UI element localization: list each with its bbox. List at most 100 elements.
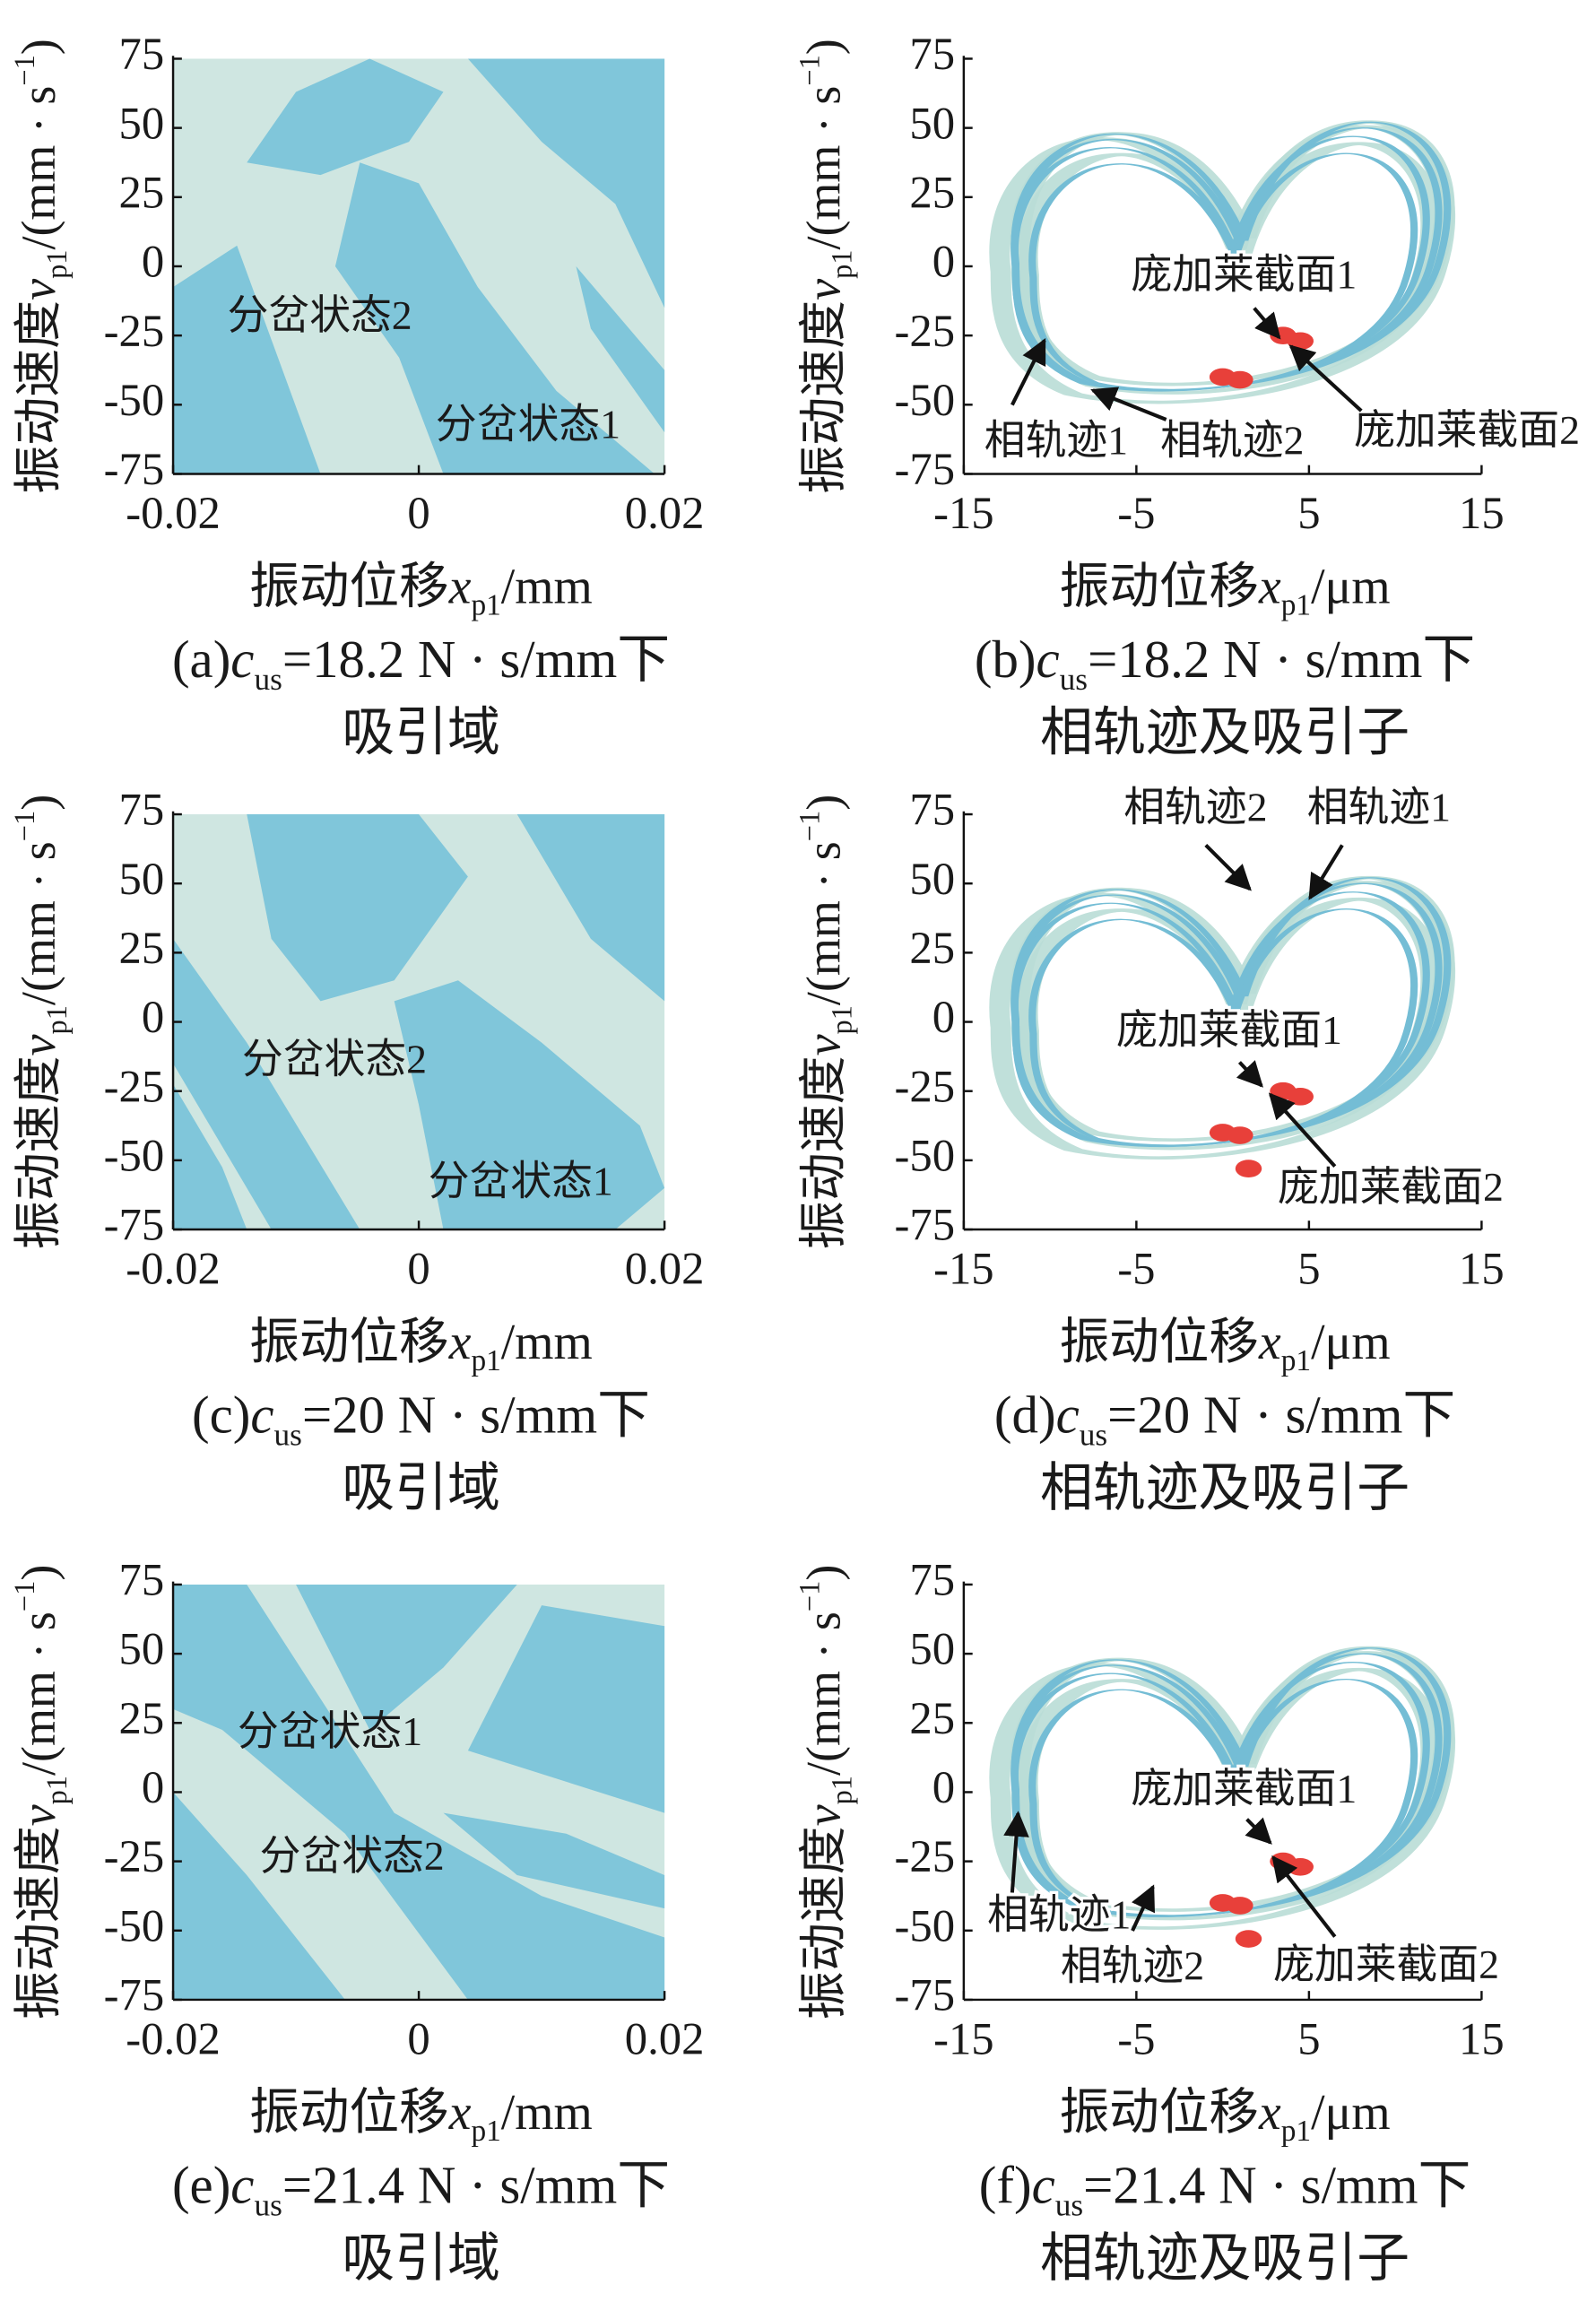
annotation-arrow: [1253, 307, 1281, 340]
x-tick-label: 15: [1459, 488, 1505, 538]
y-axis-label-part: /(mm · s: [12, 86, 65, 250]
y-axis-label: 振动速度vp1/(mm · s−1): [794, 795, 859, 1250]
x-tick-label: -5: [1117, 488, 1155, 538]
caption-part: (b): [975, 630, 1037, 689]
y-axis-label-part: v: [797, 1034, 851, 1055]
caption-part: us: [254, 662, 282, 697]
caption-part: c: [1056, 1386, 1080, 1444]
basin-region: [173, 938, 360, 1230]
basin-region: [173, 1083, 247, 1230]
y-axis-label-part: −1: [794, 55, 827, 85]
caption: (b)cus=18.2 N · s/mm下: [975, 630, 1475, 697]
caption-line2: 吸引域: [342, 1459, 500, 1517]
caption-part: =20 N · s/mm下: [1107, 1386, 1455, 1444]
poincare-point: [1235, 1930, 1262, 1948]
basin-region: [334, 162, 655, 474]
trajectory: [1011, 1647, 1452, 1916]
annotation: 分岔状态1: [429, 1158, 613, 1203]
annotation-arrow: [1245, 1817, 1272, 1845]
y-axis-label-part: v: [12, 279, 65, 300]
x-axis-label-part: /μm: [1311, 559, 1391, 614]
y-axis-label-part: /(mm · s: [797, 841, 851, 1005]
poincare-point: [1227, 1126, 1253, 1144]
trajectory: [1028, 908, 1418, 1146]
x-tick-label: 0.02: [625, 1244, 705, 1294]
y-axis-label-part: −1: [794, 1581, 827, 1611]
y-axis-label-part: p1: [42, 1005, 74, 1034]
x-axis-label-part: /μm: [1311, 2085, 1391, 2141]
y-tick-label: 75: [909, 785, 955, 835]
x-axis-label-part: /mm: [501, 1315, 593, 1370]
y-axis-label-part: p1: [42, 1776, 74, 1804]
trajectory: [1011, 891, 1430, 1148]
y-tick-label: 75: [909, 1555, 955, 1605]
y-axis-label-part: /(mm · s: [12, 1611, 65, 1776]
caption-part: us: [274, 1417, 302, 1452]
caption-part: us: [1055, 2187, 1083, 2222]
annotation: 相轨迹1: [984, 417, 1128, 463]
trajectory: [1011, 135, 1430, 392]
x-axis-label-part: p1: [1281, 1344, 1311, 1377]
x-axis-label: 振动位移xp1/μm: [1060, 559, 1391, 621]
y-tick-label: -50: [894, 375, 955, 425]
panel: [171, 811, 666, 1231]
x-axis-label: 振动位移xp1/μm: [1060, 1315, 1391, 1377]
annotation-arrow: [1090, 387, 1167, 421]
x-axis-label-part: 振动位移: [1060, 559, 1259, 614]
y-axis-label-part: p1: [827, 1005, 859, 1034]
caption-part: (c): [192, 1386, 250, 1444]
annotation: 相轨迹1: [1307, 784, 1451, 830]
y-axis-label-part: p1: [42, 250, 74, 279]
annotation: 相轨迹1: [987, 1891, 1131, 1937]
x-tick-label: -5: [1117, 1244, 1155, 1294]
y-tick-label: -50: [894, 1900, 955, 1950]
caption-line2: 相轨迹及吸引子: [1040, 1459, 1410, 1517]
caption-line2: 相轨迹及吸引子: [1040, 2229, 1410, 2288]
y-axis-label-part: /(mm · s: [797, 86, 851, 250]
y-axis-label-part: ): [797, 39, 851, 55]
caption-part: c: [1037, 630, 1060, 689]
y-tick-label: 75: [119, 29, 165, 79]
annotation: 分岔状态2: [242, 1037, 427, 1082]
basin-region: [516, 814, 665, 1002]
y-tick-label: 25: [909, 167, 955, 217]
x-tick-label: 0: [407, 1244, 429, 1294]
caption-part: c: [250, 1386, 273, 1444]
caption: (f)cus=21.4 N · s/mm下: [979, 2156, 1471, 2222]
y-axis-label-part: ): [12, 1565, 65, 1581]
annotation: 分岔状态2: [228, 292, 412, 338]
y-tick-label: 0: [142, 237, 164, 287]
x-axis-label: 振动位移xp1/mm: [249, 559, 592, 621]
caption: (a)cus=18.2 N · s/mm下: [172, 630, 670, 697]
y-axis-label-part: ): [797, 795, 851, 811]
x-axis-label-part: p1: [471, 1344, 500, 1377]
annotation: 相轨迹2: [1160, 417, 1304, 463]
y-tick-label: 25: [119, 167, 165, 217]
y-tick-label: 75: [909, 29, 955, 79]
poincare-point: [1287, 1857, 1314, 1876]
trajectory: [1028, 1679, 1418, 1916]
basin-region: [173, 245, 321, 474]
x-tick-label: 5: [1297, 1244, 1320, 1294]
caption: (d)cus=20 N · s/mm下: [994, 1386, 1455, 1452]
x-tick-label: -15: [933, 1244, 994, 1294]
y-tick-label: -25: [894, 306, 955, 356]
y-axis-label-part: v: [797, 1804, 851, 1826]
basin-region: [576, 265, 665, 433]
y-tick-label: -75: [104, 444, 165, 494]
basin-region: [173, 1584, 665, 2000]
y-tick-label: -75: [894, 444, 955, 494]
x-axis-label-part: p1: [471, 2115, 500, 2148]
x-tick-label: 5: [1297, 2014, 1320, 2064]
trajectory: [1011, 1662, 1430, 1918]
y-axis-label-part: ): [797, 1565, 851, 1581]
caption-part: (d): [994, 1386, 1056, 1444]
x-tick-label: -0.02: [126, 1244, 221, 1294]
y-tick-label: -50: [104, 1900, 165, 1950]
x-axis-label: 振动位移xp1/mm: [249, 1315, 592, 1377]
x-tick-label: -0.02: [126, 2014, 221, 2064]
y-tick-label: -25: [104, 1061, 165, 1111]
y-tick-label: -75: [894, 1970, 955, 2020]
y-axis-label: 振动速度vp1/(mm · s−1): [794, 39, 859, 494]
